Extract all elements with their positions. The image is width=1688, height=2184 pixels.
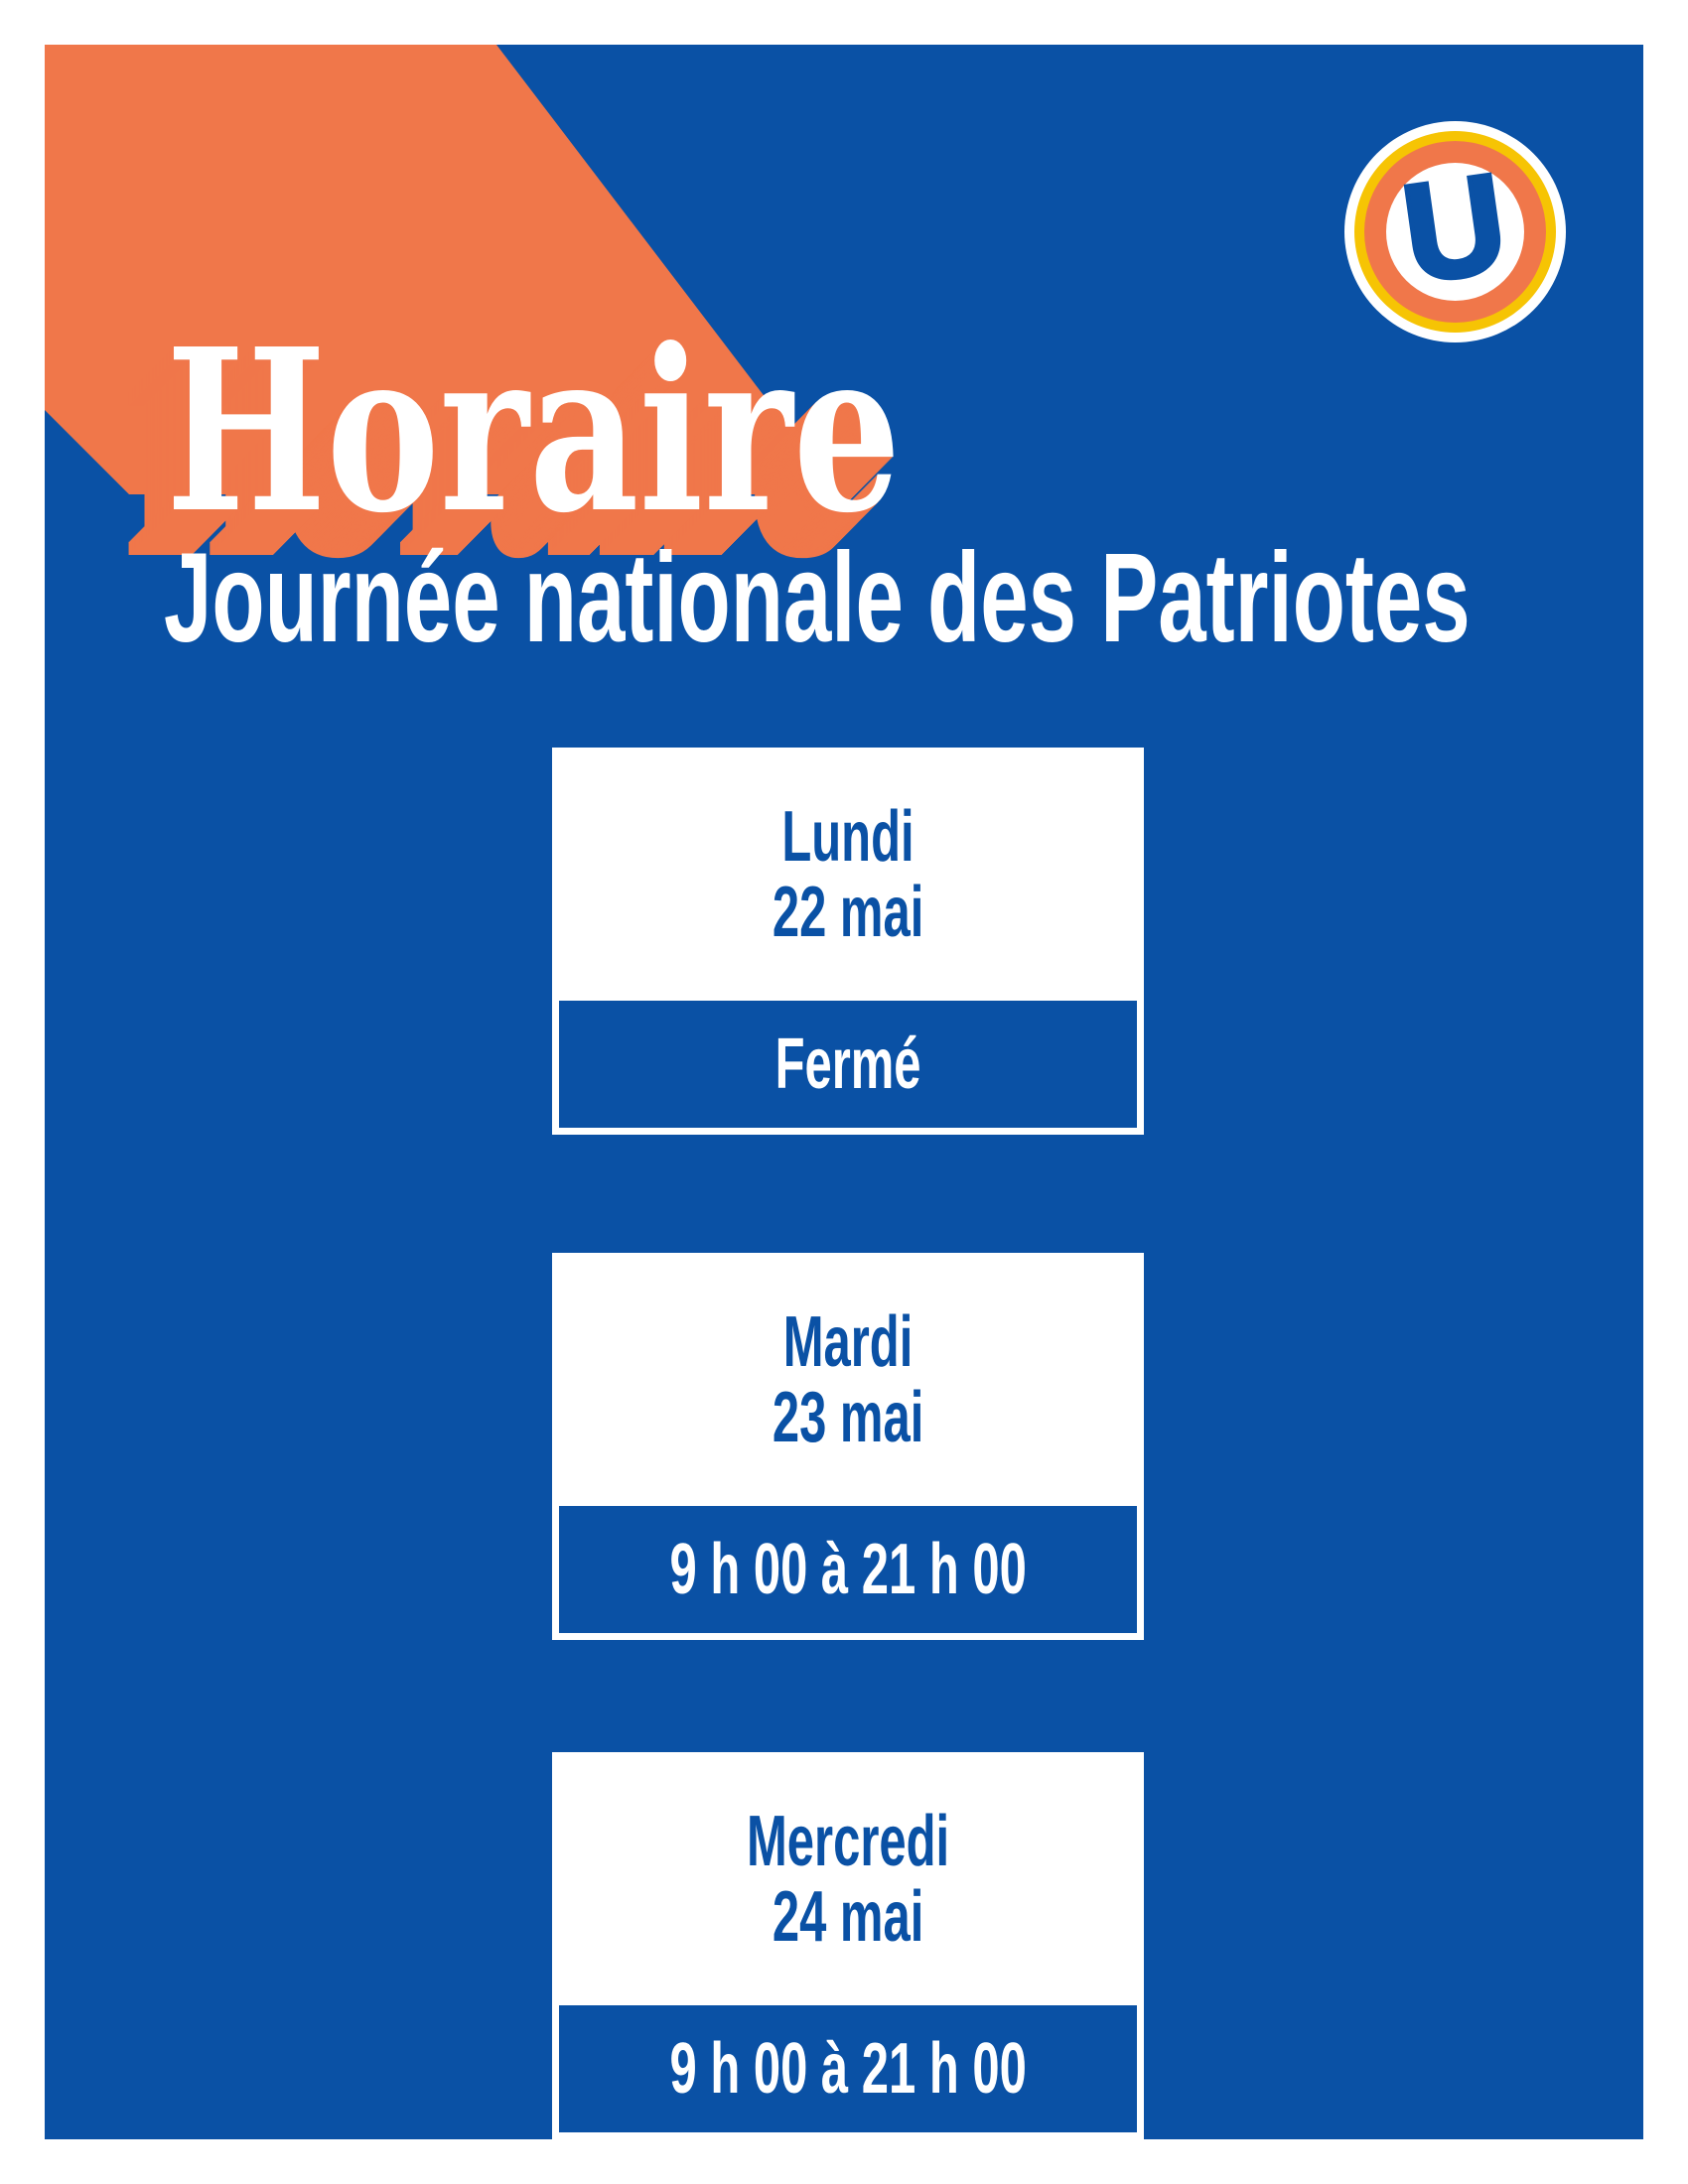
card-date: 24 mai: [772, 1876, 924, 1957]
card-day: Mercredi: [746, 1801, 950, 1881]
schedule-list: Lundi 22 mai Fermé Mardi 23 mai 9 h 00 à…: [45, 45, 1643, 2139]
schedule-card-lundi: Lundi 22 mai Fermé: [552, 748, 1144, 1135]
card-hours-block: 9 h 00 à 21 h 00: [559, 2005, 1137, 2132]
card-date: 22 mai: [772, 872, 924, 952]
card-hours-block: Fermé: [559, 1001, 1137, 1128]
card-day: Mardi: [782, 1301, 914, 1382]
card-hours: 9 h 00 à 21 h 00: [669, 1530, 1027, 1609]
card-hours: 9 h 00 à 21 h 00: [669, 2029, 1027, 2109]
card-hours: Fermé: [774, 1024, 921, 1104]
card-day-block: Mardi 23 mai: [552, 1253, 1144, 1506]
card-hours-block: 9 h 00 à 21 h 00: [559, 1506, 1137, 1633]
logo-ring-yellow-icon: U: [1354, 131, 1556, 333]
logo-ring-orange-icon: U: [1364, 141, 1546, 323]
card-day-block: Mercredi 24 mai: [552, 1752, 1144, 2005]
brand-logo: U: [1344, 121, 1566, 342]
card-date: 23 mai: [772, 1377, 924, 1457]
card-day: Lundi: [781, 796, 914, 877]
poster-background: Horaire Journée nationale des Patriotes …: [45, 45, 1643, 2139]
schedule-card-mercredi: Mercredi 24 mai 9 h 00 à 21 h 00: [552, 1752, 1144, 2139]
card-day-block: Lundi 22 mai: [552, 748, 1144, 1001]
page-subtitle: Journée nationale des Patriotes: [164, 527, 1471, 669]
page-title: Horaire: [166, 301, 902, 563]
logo-disc: U: [1386, 141, 1524, 314]
schedule-card-mardi: Mardi 23 mai 9 h 00 à 21 h 00: [552, 1253, 1144, 1640]
